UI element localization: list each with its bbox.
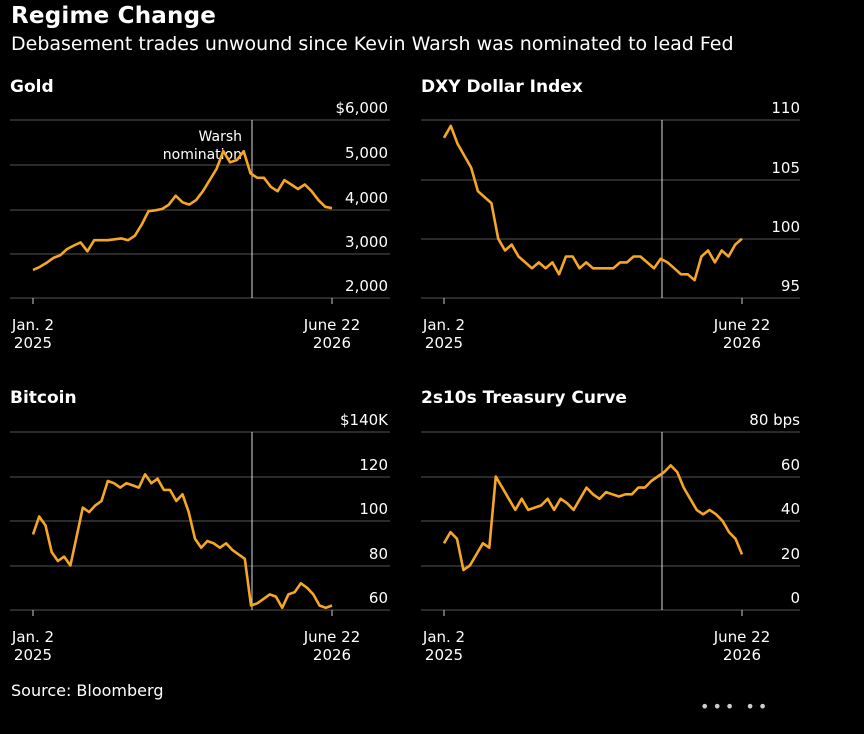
bitcoin-x-tick-year: 2026 bbox=[313, 646, 351, 664]
bitcoin-x-tick-label: June 22 bbox=[303, 628, 361, 646]
dxy-panel-title: DXY Dollar Index bbox=[421, 77, 583, 97]
treasury-curve-y-tick-label: 0 bbox=[790, 589, 800, 607]
bitcoin-panel-title: Bitcoin bbox=[10, 388, 77, 408]
bitcoin-y-tick-label: 80 bbox=[369, 545, 388, 563]
treasury-curve-x-tick-year: 2026 bbox=[723, 646, 761, 664]
gold-panel-title: Gold bbox=[10, 77, 54, 97]
gold-y-tick-label: 5,000 bbox=[345, 144, 388, 162]
gold-x-tick-year: 2026 bbox=[313, 334, 351, 352]
treasury-curve-x-tick-label: Jan. 2 bbox=[422, 628, 465, 646]
watermark-logo: ••• •• bbox=[700, 697, 771, 716]
dxy-y-tick-label: 95 bbox=[781, 277, 800, 295]
dxy-x-tick-year: 2026 bbox=[723, 334, 761, 352]
gold-x-tick-label: June 22 bbox=[303, 316, 361, 334]
bitcoin-y-tick-label: $140K bbox=[340, 411, 389, 429]
gold-x-tick-year: 2025 bbox=[14, 334, 52, 352]
treasury-curve-panel-title: 2s10s Treasury Curve bbox=[421, 388, 627, 408]
gold-annotation: Warsh bbox=[199, 129, 242, 145]
chart-subtitle: Debasement trades unwound since Kevin Wa… bbox=[11, 33, 734, 55]
bitcoin-series-line bbox=[31, 472, 333, 610]
bitcoin-x-tick-label: Jan. 2 bbox=[11, 628, 54, 646]
bitcoin-y-tick-label: 60 bbox=[369, 589, 388, 607]
dxy-series-line bbox=[442, 124, 743, 282]
treasury-curve-x-tick-year: 2025 bbox=[425, 646, 463, 664]
gold-y-tick-label: 4,000 bbox=[345, 189, 388, 207]
treasury-curve-y-tick-label: 60 bbox=[781, 456, 800, 474]
bitcoin-y-tick-label: 120 bbox=[359, 456, 388, 474]
gold-x-tick-label: Jan. 2 bbox=[11, 316, 54, 334]
gold-series-line bbox=[32, 149, 333, 272]
treasury-curve-x-tick-label: June 22 bbox=[713, 628, 771, 646]
dxy-y-tick-label: 105 bbox=[771, 159, 800, 177]
source-note: Source: Bloomberg bbox=[11, 681, 164, 700]
treasury-curve-series-line bbox=[442, 464, 744, 572]
gold-y-tick-label: 3,000 bbox=[345, 233, 388, 251]
dxy-x-tick-year: 2025 bbox=[425, 334, 463, 352]
dxy-y-tick-label: 100 bbox=[771, 218, 800, 236]
chart-title: Regime Change bbox=[11, 3, 217, 29]
dxy-x-tick-label: June 22 bbox=[713, 316, 771, 334]
dxy-x-tick-label: Jan. 2 bbox=[422, 316, 465, 334]
bitcoin-y-tick-label: 100 bbox=[359, 500, 388, 518]
gold-y-tick-label: $6,000 bbox=[336, 99, 389, 117]
dxy-y-tick-label: 110 bbox=[771, 99, 800, 117]
treasury-curve-y-tick-label: 80 bps bbox=[749, 411, 800, 429]
treasury-curve-y-tick-label: 20 bbox=[781, 545, 800, 563]
treasury-curve-y-tick-label: 40 bbox=[781, 500, 800, 518]
bitcoin-x-tick-year: 2025 bbox=[14, 646, 52, 664]
gold-y-tick-label: 2,000 bbox=[345, 277, 388, 295]
